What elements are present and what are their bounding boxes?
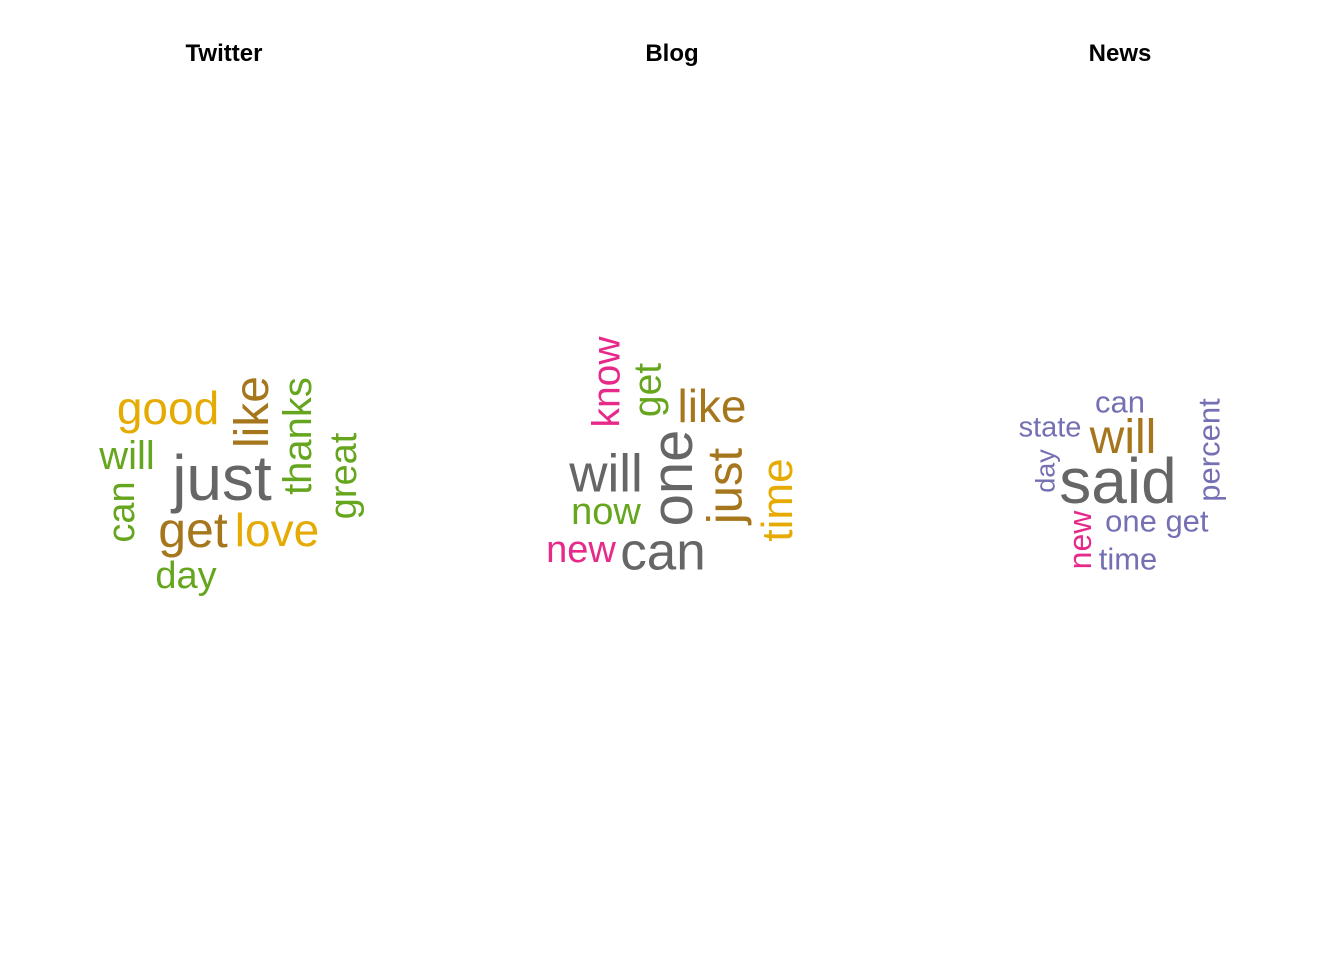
word-like: like: [677, 380, 747, 432]
word-time: time: [1098, 541, 1158, 577]
word-can: can: [1095, 384, 1145, 420]
word-will: will: [1089, 411, 1157, 464]
word-get: get: [158, 502, 228, 558]
word-one: one: [1105, 503, 1157, 539]
word-can: can: [101, 481, 143, 543]
word-just: just: [172, 442, 272, 514]
word-one: one: [640, 429, 705, 527]
word-great: great: [323, 432, 365, 520]
panel-title: Blog: [645, 40, 699, 67]
panel-title: News: [1088, 40, 1152, 67]
word-thanks: thanks: [276, 377, 320, 495]
word-new: new: [1062, 510, 1098, 570]
word-will: will: [569, 444, 643, 504]
word-state: state: [1018, 411, 1082, 444]
word-now: now: [571, 491, 641, 533]
panel-title: Twitter: [185, 40, 263, 67]
word-time: time: [753, 458, 802, 542]
word-like: like: [226, 375, 279, 449]
word-day: day: [1030, 449, 1061, 493]
panel-blog: Blog one can will just like time know get now new: [448, 0, 896, 960]
word-get: get: [1165, 503, 1209, 539]
panel-twitter: Twitter just get like love good thanks will can…: [0, 0, 448, 960]
word-know: know: [585, 336, 629, 428]
word-said: said: [1059, 445, 1177, 517]
word-good: good: [116, 382, 220, 434]
word-can: can: [620, 522, 706, 582]
word-percent: percent: [1191, 398, 1227, 502]
word-love: love: [234, 504, 320, 556]
word-new: new: [546, 529, 616, 571]
word-just: just: [698, 447, 753, 525]
word-get: get: [626, 362, 670, 418]
word-day: day: [155, 555, 217, 597]
panel-news: News said will new can one get percent time stat…: [896, 0, 1344, 960]
word-will: will: [99, 434, 155, 478]
